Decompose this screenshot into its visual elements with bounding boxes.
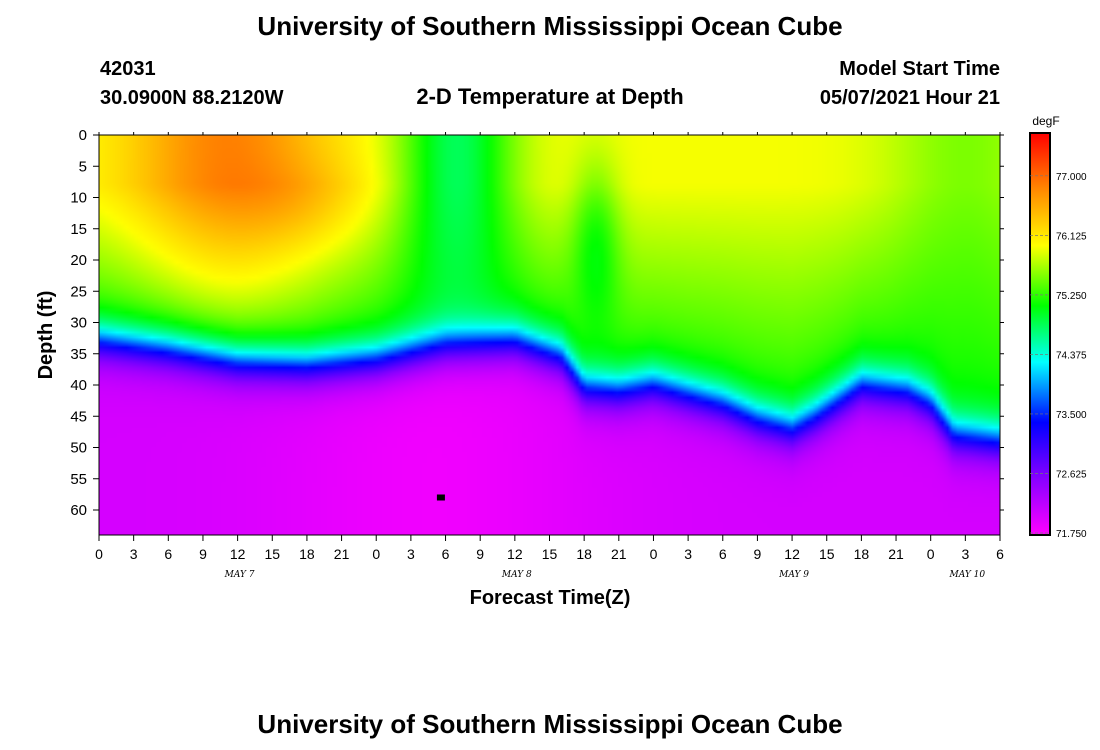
x-tick-label: 0: [372, 546, 380, 562]
y-tick-label: 35: [70, 346, 87, 363]
colorbar: [1029, 132, 1051, 536]
x-tick-label: 12: [230, 546, 246, 562]
colorbar-unit: degF: [1032, 114, 1059, 128]
x-tick-label: 21: [611, 546, 627, 562]
station-coords: 30.0900N 88.2120W: [100, 87, 284, 109]
y-tick-label: 10: [70, 190, 87, 207]
x-tick-label: 0: [927, 546, 935, 562]
model-start-label: Model Start Time: [839, 58, 1000, 80]
model-start-time: 05/07/2021 Hour 21: [820, 87, 1000, 109]
x-tick-label: 0: [650, 546, 658, 562]
y-tick-label: 5: [79, 158, 87, 175]
x-axis-label: Forecast Time(Z): [470, 587, 631, 609]
x-tick-label: 6: [996, 546, 1004, 562]
x-tick-label: 12: [507, 546, 523, 562]
x-tick-label: 18: [576, 546, 592, 562]
x-tick-label: 15: [264, 546, 280, 562]
colorbar-tick-label: 76.125: [1056, 231, 1087, 242]
colorbar-tick-label: 77.000: [1056, 172, 1087, 183]
footer-title: University of Southern Mississippi Ocean…: [257, 709, 842, 739]
x-tick-label: 15: [542, 546, 558, 562]
x-tick-label: 3: [961, 546, 969, 562]
x-tick-label: 9: [199, 546, 207, 562]
x-tick-label: 9: [476, 546, 484, 562]
y-tick-label: 30: [70, 315, 87, 332]
colorbar-tick-label: 72.625: [1056, 469, 1087, 480]
y-tick-label: 25: [70, 283, 87, 300]
colorbar-tick-label: 74.375: [1056, 350, 1087, 361]
x-tick-label: 3: [407, 546, 415, 562]
x-axis: 0 3 6 9 12 15 18 21 0 3 6 9 12 15 18 21 0 3 6 9 12 15 18 21 0 3 6M…: [95, 132, 1004, 580]
y-tick-label: 55: [70, 471, 87, 488]
station-id: 42031: [100, 58, 156, 80]
y-tick-label: 50: [70, 440, 87, 457]
x-tick-label: 12: [784, 546, 800, 562]
x-tick-label: 6: [719, 546, 727, 562]
x-tick-label: 21: [888, 546, 904, 562]
date-label: MAY 7: [224, 570, 255, 580]
x-tick-label: 18: [299, 546, 315, 562]
station-marker: [436, 494, 445, 501]
x-tick-label: 15: [819, 546, 835, 562]
x-tick-label: 21: [334, 546, 350, 562]
y-tick-label: 15: [70, 221, 87, 238]
temperature-heatmap: [99, 135, 1000, 535]
y-axis: 0 5 10 15 20 25 30 35 40 45 50 55 60: [70, 127, 1004, 519]
heatmap-image: [99, 135, 1000, 535]
date-label: MAY 10: [949, 570, 986, 580]
x-tick-label: 0: [95, 546, 103, 562]
x-tick-label: 9: [754, 546, 762, 562]
date-label: MAY 8: [501, 570, 532, 580]
colorbar-tick-label: 73.500: [1056, 410, 1087, 421]
colorbar-ticks: 77.000 76.125 75.250 74.375 73.500 72.625 71.7…: [1030, 172, 1087, 540]
colorbar-tick-label: 71.750: [1056, 529, 1087, 540]
date-label: MAY 9: [778, 570, 809, 580]
colorbar-tick-label: 75.250: [1056, 291, 1087, 302]
x-tick-label: 3: [684, 546, 692, 562]
y-tick-label: 60: [70, 502, 87, 519]
y-tick-label: 20: [70, 252, 87, 269]
y-tick-label: 45: [70, 408, 87, 425]
y-axis-label: Depth (ft): [35, 291, 57, 380]
x-tick-label: 6: [164, 546, 172, 562]
y-tick-label: 40: [70, 377, 87, 394]
chart-subtitle: 2-D Temperature at Depth: [416, 84, 683, 109]
page-title: University of Southern Mississippi Ocean…: [257, 11, 842, 41]
y-tick-label: 0: [79, 127, 87, 144]
x-tick-label: 6: [442, 546, 450, 562]
x-tick-label: 18: [854, 546, 870, 562]
x-tick-label: 3: [130, 546, 138, 562]
